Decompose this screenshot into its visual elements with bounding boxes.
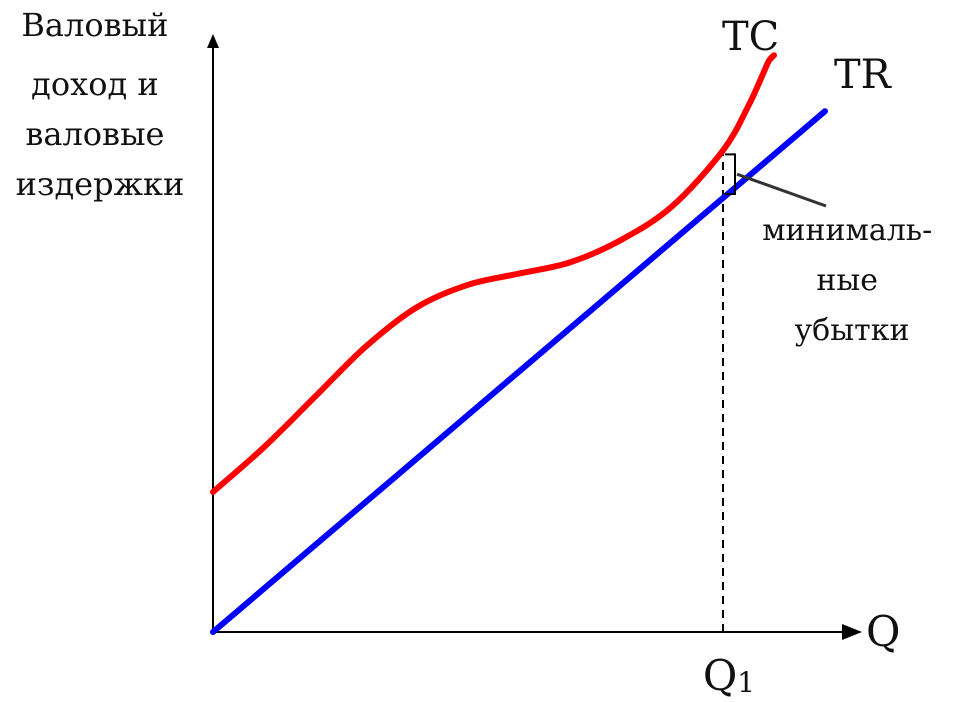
loss-annotation-line: минималь- bbox=[762, 213, 932, 248]
tc-series-label: TC bbox=[722, 14, 779, 60]
y-axis-label-line: Валовый bbox=[21, 6, 168, 44]
loss-annotation-line: убытки bbox=[795, 313, 910, 348]
loss-annotation-line: ные bbox=[816, 263, 878, 298]
q1-marker-label: Q1 bbox=[703, 651, 755, 700]
y-axis-label-line: издержки bbox=[16, 165, 185, 203]
q1-marker-label-main: Q bbox=[703, 651, 737, 700]
tr-series-line bbox=[210, 108, 828, 635]
loss-pointer-line bbox=[736, 172, 827, 208]
y-axis-label-line: валовые bbox=[25, 115, 164, 153]
tr-series-label: TR bbox=[834, 52, 893, 98]
y-axis-label-line: доход и bbox=[31, 65, 158, 103]
x-axis-arrow bbox=[842, 624, 862, 640]
y-axis-arrow bbox=[207, 34, 219, 48]
loss-annotation: минималь- ные убытки bbox=[762, 213, 942, 348]
loss-bracket bbox=[725, 153, 736, 195]
y-axis-label: Валовый доход и валовые издержки bbox=[16, 6, 185, 203]
q1-marker-label-sub: 1 bbox=[737, 666, 755, 699]
x-axis-label: Q bbox=[866, 607, 900, 656]
tc-series-line bbox=[210, 52, 777, 495]
